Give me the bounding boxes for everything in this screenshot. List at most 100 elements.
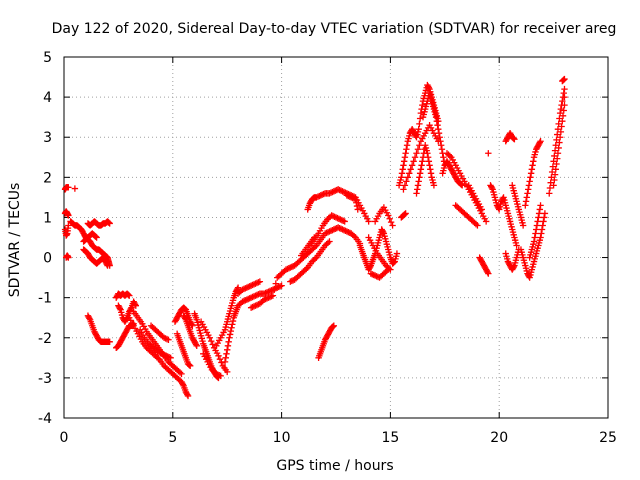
data-point xyxy=(222,354,229,362)
data-point xyxy=(413,190,420,197)
data-point xyxy=(262,295,269,303)
data-point xyxy=(561,101,568,109)
x-tick-label: 20 xyxy=(490,430,508,446)
data-point xyxy=(224,346,231,354)
data-point xyxy=(154,348,161,356)
data-point xyxy=(228,324,235,331)
data-point xyxy=(106,338,113,345)
data-point xyxy=(256,278,264,285)
data-point xyxy=(559,112,567,120)
data-point xyxy=(510,263,517,271)
data-point xyxy=(414,182,422,189)
data-point xyxy=(155,355,162,362)
data-point xyxy=(427,166,434,173)
data-point xyxy=(106,220,113,227)
data-point xyxy=(416,174,423,181)
data-point xyxy=(398,174,405,181)
data-point xyxy=(266,293,274,301)
data-point xyxy=(417,166,425,173)
data-point xyxy=(401,154,409,161)
data-point xyxy=(161,351,169,359)
data-point xyxy=(519,222,527,229)
data-point xyxy=(402,210,409,217)
data-point xyxy=(328,212,335,219)
data-point xyxy=(332,214,340,221)
data-point xyxy=(349,194,356,202)
data-point xyxy=(525,182,533,189)
data-point xyxy=(339,226,346,233)
data-point xyxy=(268,293,275,300)
data-point xyxy=(525,273,533,280)
data-point xyxy=(531,234,538,241)
y-tick-label: -3 xyxy=(38,371,52,387)
data-point xyxy=(390,259,398,266)
data-point xyxy=(341,218,348,225)
data-point xyxy=(425,158,433,165)
data-point xyxy=(245,295,252,303)
data-point xyxy=(126,292,133,299)
data-point xyxy=(266,287,274,295)
data-point xyxy=(239,298,246,305)
data-point xyxy=(539,222,546,229)
data-point xyxy=(335,215,343,222)
data-point xyxy=(526,178,533,185)
data-point xyxy=(513,242,520,249)
data-point xyxy=(330,226,338,233)
data-point xyxy=(330,322,338,329)
data-point xyxy=(223,350,230,358)
y-tick-label: -1 xyxy=(38,291,52,307)
data-point xyxy=(556,134,564,141)
data-point xyxy=(385,266,392,273)
data-point xyxy=(546,190,553,197)
data-point xyxy=(225,338,232,345)
data-point xyxy=(184,391,191,398)
data-point xyxy=(550,182,557,189)
data-point xyxy=(404,174,412,181)
data-point xyxy=(541,210,549,217)
data-point xyxy=(551,171,559,178)
data-point xyxy=(366,263,374,271)
data-point xyxy=(511,136,518,143)
data-point xyxy=(269,292,277,299)
data-point xyxy=(533,222,541,229)
data-point xyxy=(416,170,424,177)
data-point xyxy=(314,193,322,200)
data-point xyxy=(540,218,547,225)
data-point xyxy=(216,372,223,379)
data-point xyxy=(253,279,261,287)
data-point xyxy=(352,196,359,203)
data-point xyxy=(353,202,361,210)
data-point xyxy=(215,352,222,360)
data-point xyxy=(332,225,339,233)
data-point xyxy=(253,301,261,309)
data-point xyxy=(339,188,346,195)
data-point xyxy=(184,392,192,400)
data-point xyxy=(255,279,262,286)
data-point xyxy=(93,234,100,241)
data-point xyxy=(181,315,189,322)
data-point xyxy=(415,126,422,133)
data-point xyxy=(131,301,139,308)
data-point xyxy=(510,135,517,142)
data-point xyxy=(426,162,433,169)
data-point xyxy=(561,93,568,101)
data-point xyxy=(227,327,235,335)
data-point xyxy=(412,132,419,140)
data-point xyxy=(246,295,253,302)
data-point xyxy=(337,216,344,223)
data-point xyxy=(399,166,406,173)
data-point xyxy=(337,225,345,233)
data-point xyxy=(240,297,248,305)
data-point xyxy=(324,239,332,247)
data-point xyxy=(367,270,375,277)
data-point xyxy=(124,291,132,298)
data-point xyxy=(425,84,433,91)
plot-frame xyxy=(63,56,609,419)
data-point xyxy=(401,210,409,218)
data-point xyxy=(252,292,259,299)
data-point xyxy=(340,226,348,234)
data-points xyxy=(61,75,568,400)
data-point xyxy=(560,107,567,114)
data-point xyxy=(326,238,333,245)
data-point xyxy=(337,187,345,194)
